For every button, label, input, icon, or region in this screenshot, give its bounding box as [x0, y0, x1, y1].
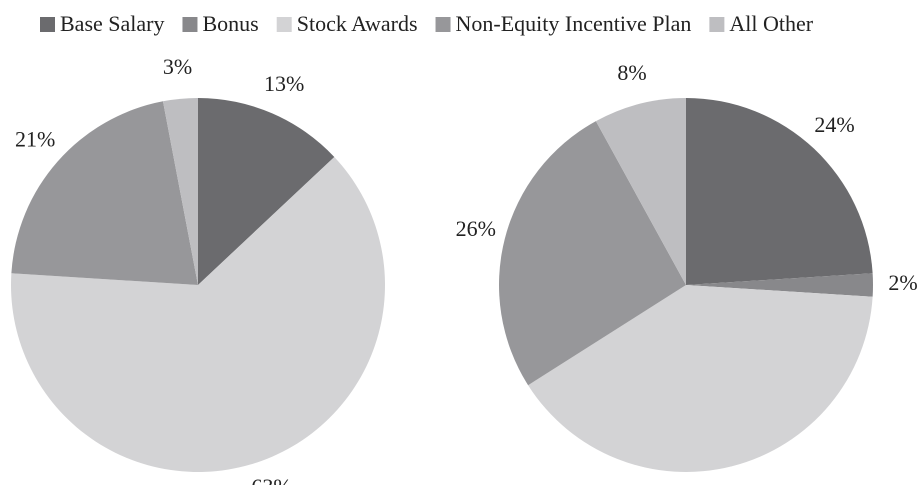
legend-label: Base Salary [60, 11, 164, 36]
legend-label: Stock Awards [297, 11, 418, 36]
data-label: 21% [15, 127, 55, 152]
data-label: 26% [456, 216, 496, 241]
pie-slice [528, 285, 873, 472]
pie-slice [11, 101, 198, 285]
legend-swatch [40, 17, 55, 32]
data-label: 24% [814, 112, 854, 137]
pie-slice [11, 156, 386, 473]
pie-slice [198, 98, 335, 285]
legend-label: Bonus [202, 11, 258, 36]
pie-slice [499, 121, 686, 386]
legend-label: All Other [729, 11, 813, 36]
data-label: 40% [720, 480, 760, 485]
data-label: 3% [163, 54, 192, 79]
legend-swatch [276, 17, 292, 32]
pie-slice [595, 98, 686, 285]
data-label: 2% [888, 270, 917, 295]
data-label: 8% [617, 60, 646, 85]
pie-slice [162, 98, 198, 285]
pie-slice [686, 273, 873, 297]
data-label: 13% [264, 71, 304, 96]
legend-swatch [435, 17, 451, 32]
legend-swatch [709, 17, 725, 32]
legend-label: Non-Equity Incentive Plan [456, 11, 692, 36]
data-label: 63% [251, 474, 291, 485]
pie-slice [686, 98, 873, 285]
legend-swatch [182, 17, 198, 32]
